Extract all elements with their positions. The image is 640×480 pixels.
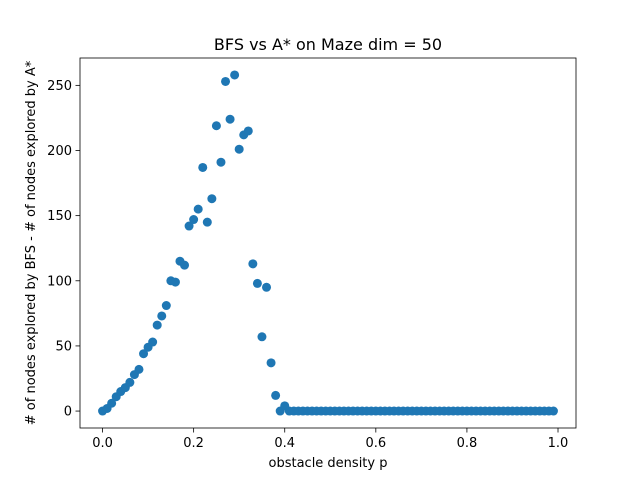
data-point: [271, 390, 281, 400]
data-point: [125, 377, 135, 387]
x-tick-label: 0.4: [274, 436, 295, 451]
x-tick-label: 0.6: [365, 436, 386, 451]
data-point: [243, 126, 253, 136]
data-point: [134, 364, 144, 374]
plot-frame: [79, 57, 577, 429]
x-tick-label: 0.0: [92, 436, 113, 451]
data-point: [252, 278, 262, 288]
data-point: [148, 337, 158, 347]
data-point: [216, 157, 226, 167]
data-point: [230, 70, 240, 80]
data-point: [161, 301, 171, 311]
data-point: [234, 144, 244, 154]
data-point: [257, 332, 267, 342]
data-point: [198, 162, 208, 172]
x-tick-label: 1.0: [548, 436, 569, 451]
data-point: [211, 121, 221, 131]
data-point: [193, 204, 203, 214]
chart-title: BFS vs A* on Maze dim = 50: [214, 35, 442, 54]
data-point: [248, 259, 258, 269]
data-point: [207, 194, 217, 204]
x-axis-label: obstacle density p: [269, 456, 388, 471]
x-tick-label: 0.2: [183, 436, 204, 451]
data-point: [189, 215, 199, 225]
y-tick-label: 0: [64, 405, 72, 420]
y-tick-label: 50: [55, 339, 72, 354]
y-axis-label: # of nodes explored by BFS - # of nodes …: [24, 60, 39, 425]
data-point: [221, 76, 231, 86]
data-point: [170, 277, 180, 287]
data-point: [266, 358, 276, 368]
data-point: [107, 398, 117, 408]
x-tick-label: 0.8: [457, 436, 478, 451]
plot-area: [80, 58, 576, 428]
data-point: [139, 349, 149, 359]
x-axis-ticks: 0.0 0.2 0.4 0.6 0.8 1.0: [92, 428, 568, 451]
data-point: [225, 114, 235, 124]
y-tick-label: 250: [47, 79, 72, 94]
data-point: [157, 311, 167, 321]
y-tick-label: 100: [47, 274, 72, 289]
data-point: [548, 406, 558, 416]
data-points: [98, 70, 558, 416]
y-axis-ticks: 0 50 100 150 200 250: [47, 79, 80, 420]
y-tick-label: 150: [47, 209, 72, 224]
y-tick-label: 200: [47, 144, 72, 159]
data-point: [152, 320, 162, 330]
data-point: [180, 260, 190, 270]
data-point: [262, 282, 272, 292]
data-point: [184, 221, 194, 231]
data-point: [202, 217, 212, 227]
